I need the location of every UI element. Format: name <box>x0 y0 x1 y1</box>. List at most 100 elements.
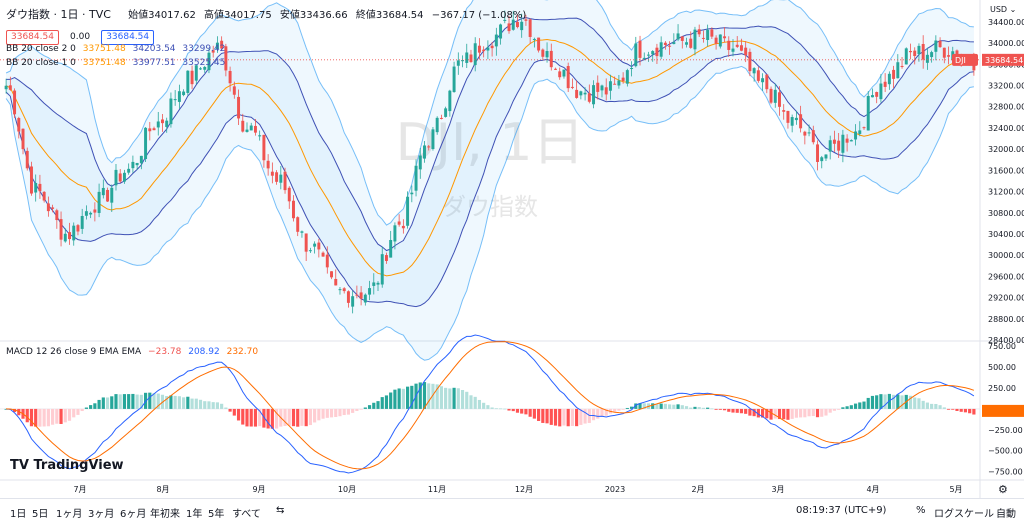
range-button-4[interactable]: 6ヶ月 <box>120 509 147 520</box>
currency-label[interactable]: USD ⌄ <box>990 5 1016 14</box>
range-button-2[interactable]: 1ヶ月 <box>56 509 83 520</box>
auto-scale-toggle[interactable]: 自動 <box>996 509 1016 520</box>
macd-histogram-bar <box>591 408 596 421</box>
macd-histogram-bar <box>968 408 972 414</box>
clock-time[interactable]: 08:19:37 (UTC+9) <box>796 505 887 516</box>
candle-body <box>46 203 50 212</box>
candle-body <box>232 86 236 95</box>
candle-body <box>528 19 532 37</box>
macd-histogram-bar <box>29 408 34 427</box>
macd-histogram-bar <box>76 408 80 415</box>
log-scale-toggle[interactable]: ログスケール <box>934 509 994 520</box>
macd-histogram-bar <box>490 407 494 409</box>
candle-body <box>735 44 739 47</box>
candle-body <box>127 168 131 173</box>
macd-histogram-bar <box>845 406 849 409</box>
range-button-6[interactable]: 1年 <box>186 509 203 520</box>
macd-histogram-bar <box>777 408 782 420</box>
chart-canvas[interactable]: DJI, 1日ダウ指数34400.0034000.0033600.0033200… <box>0 0 1024 498</box>
candle-body <box>858 130 862 134</box>
macd-histogram-bar <box>862 401 866 409</box>
percent-toggle[interactable]: % <box>916 505 926 516</box>
macd-histogram-bar <box>186 396 190 409</box>
range-button-8[interactable]: すべて <box>232 509 261 520</box>
macd-histogram-bar <box>253 408 258 427</box>
candle-body <box>680 36 684 41</box>
candle-body <box>697 29 701 35</box>
candle-body <box>190 70 194 85</box>
bb1-legend[interactable]: BB 20 close 1 0 33751.48 33977.51 33525.… <box>6 57 229 69</box>
candle-body <box>435 117 439 133</box>
macd-histogram-bar <box>42 408 46 427</box>
macd-histogram-bar <box>376 401 380 409</box>
price-tick-label: 29200.00 <box>988 294 1024 303</box>
candle-body <box>249 125 253 131</box>
macd-histogram-bar <box>359 408 363 410</box>
candle-body <box>376 282 380 285</box>
candle-body <box>832 139 836 144</box>
range-button-3[interactable]: 3ヶ月 <box>88 509 115 520</box>
candle-body <box>862 127 866 129</box>
macd-legend[interactable]: MACD 12 26 close 9 EMA EMA −23.78 208.92… <box>6 346 262 358</box>
candle-body <box>317 242 321 250</box>
macd-histogram-bar <box>460 390 465 409</box>
candle-body <box>892 69 896 79</box>
candle-body <box>287 187 291 202</box>
price-chart[interactable]: DJI, 1日ダウ指数34400.0034000.0033600.0033200… <box>0 0 1024 498</box>
macd-histogram-bar <box>930 403 934 409</box>
macd-histogram-bar <box>97 399 101 409</box>
macd-histogram-bar <box>668 404 672 409</box>
macd-histogram-bar <box>951 408 955 410</box>
macd-histogram-bar <box>959 408 963 412</box>
candle-body <box>4 85 8 90</box>
macd-histogram-bar <box>84 407 88 409</box>
macd-tick-label: 750.00 <box>988 342 1016 351</box>
macd-histogram-bar <box>448 388 452 409</box>
macd-histogram-bar <box>765 408 769 419</box>
macd-histogram-bar <box>494 408 498 410</box>
buy-price-box[interactable]: 33684.54 <box>101 30 155 45</box>
macd-histogram-bar <box>114 394 118 409</box>
macd-histogram-bar <box>266 408 270 429</box>
macd-histogram-bar <box>803 408 807 418</box>
macd-histogram-bar <box>621 408 625 410</box>
candle-body <box>89 212 93 215</box>
macd-histogram-bar <box>663 403 667 409</box>
macd-histogram-bar <box>469 395 473 409</box>
candle-body <box>330 271 334 278</box>
range-button-7[interactable]: 5年 <box>208 509 225 520</box>
macd-histogram-bar <box>562 408 566 426</box>
price-tick-label: 32000.00 <box>988 145 1024 154</box>
macd-histogram-bar <box>532 408 536 419</box>
macd-histogram-bar <box>101 397 105 409</box>
candle-body <box>384 255 388 261</box>
sell-price-box[interactable]: 33684.54 <box>6 30 59 45</box>
settings-gear-icon[interactable]: ⚙ <box>998 483 1008 496</box>
symbol-title[interactable]: ダウ指数 · 1日 · TVC <box>6 8 111 21</box>
range-button-0[interactable]: 1日 <box>10 509 27 520</box>
candle-body <box>473 43 477 66</box>
candle-body <box>342 288 346 292</box>
macd-histogram-bar <box>883 394 887 409</box>
macd-histogram-bar <box>528 408 532 417</box>
macd-histogram-bar <box>177 396 181 409</box>
candle-body <box>59 219 63 240</box>
macd-histogram-bar <box>917 398 921 409</box>
candle-body <box>824 154 828 159</box>
bb2-label: BB 20 close 2 0 <box>6 44 76 54</box>
range-button-5[interactable]: 年初来 <box>150 509 180 520</box>
candle-body <box>245 129 249 132</box>
price-tick-label: 32800.00 <box>988 103 1024 112</box>
candle-body <box>752 68 756 74</box>
bb2-legend[interactable]: BB 20 close 2 0 33751.48 34203.54 33299.… <box>6 43 229 55</box>
range-button-1[interactable]: 5日 <box>32 509 49 520</box>
candle-body <box>520 21 524 31</box>
macd-histogram-bar <box>659 403 663 409</box>
macd-histogram-bar <box>520 408 524 414</box>
candle-body <box>875 92 879 97</box>
calendar-icon[interactable]: ⇆ <box>276 505 285 516</box>
candle-body <box>224 46 228 71</box>
candle-body <box>406 196 410 226</box>
price-boxes: 33684.54 0.00 33684.54 <box>6 24 160 45</box>
candle-body <box>579 91 583 96</box>
